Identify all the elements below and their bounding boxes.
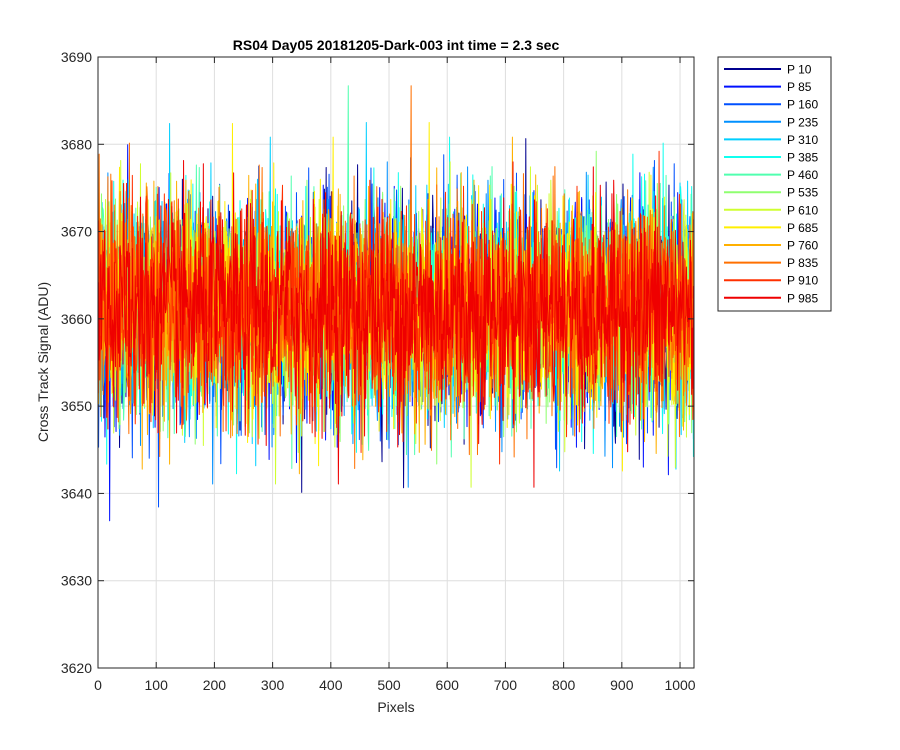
- legend-label: P 535: [787, 186, 818, 200]
- series-line-p985: [97, 159, 695, 488]
- legend-label: P 10: [787, 63, 812, 77]
- plot-area-border: [97, 56, 695, 669]
- plot-series: [97, 85, 695, 522]
- legend-label: P 385: [787, 151, 818, 165]
- y-tick-label: 3660: [61, 311, 92, 327]
- legend-box: [717, 56, 832, 312]
- y-tick-label: 3640: [61, 485, 92, 501]
- legend-label: P 985: [787, 291, 818, 305]
- legend-label: P 160: [787, 98, 818, 112]
- axis-ticks: 0 100 200 300 400 500 600 700 800 900 1000 3620 3630…: [61, 49, 696, 693]
- y-tick-label: 3670: [61, 224, 92, 240]
- x-tick-label: 200: [203, 677, 227, 693]
- x-tick-label: 500: [377, 677, 401, 693]
- y-tick-label: 3620: [61, 660, 92, 676]
- legend-label: P 760: [787, 239, 818, 253]
- legend-label: P 610: [787, 203, 818, 217]
- legend-label: P 685: [787, 221, 818, 235]
- legend-label: P 85: [787, 80, 812, 94]
- y-axis-label: Cross Track Signal (ADU): [35, 282, 51, 442]
- chart-title: RS04 Day05 20181205-Dark-003 int time = …: [233, 37, 560, 53]
- y-tick-label: 3650: [61, 398, 92, 414]
- x-tick-label: 900: [610, 677, 634, 693]
- legend-label: P 910: [787, 274, 818, 288]
- legend-label: P 460: [787, 168, 818, 182]
- legend-label: P 310: [787, 133, 818, 147]
- x-tick-label: 1000: [664, 677, 695, 693]
- x-tick-label: 0: [94, 677, 102, 693]
- y-tick-label: 3630: [61, 573, 92, 589]
- legend: P 10 P 85 P 160 P 235 P 310 P 385 P 460 P 535 P …: [717, 56, 832, 312]
- y-tick-label: 3690: [61, 49, 92, 65]
- x-tick-label: 800: [552, 677, 576, 693]
- y-tick-label: 3680: [61, 136, 92, 152]
- x-tick-label: 400: [319, 677, 343, 693]
- x-tick-label: 300: [261, 677, 285, 693]
- legend-label: P 835: [787, 256, 818, 270]
- x-tick-label: 600: [436, 677, 460, 693]
- x-axis-label: Pixels: [377, 699, 414, 715]
- legend-label: P 235: [787, 115, 818, 129]
- x-tick-label: 100: [145, 677, 169, 693]
- x-tick-label: 700: [494, 677, 518, 693]
